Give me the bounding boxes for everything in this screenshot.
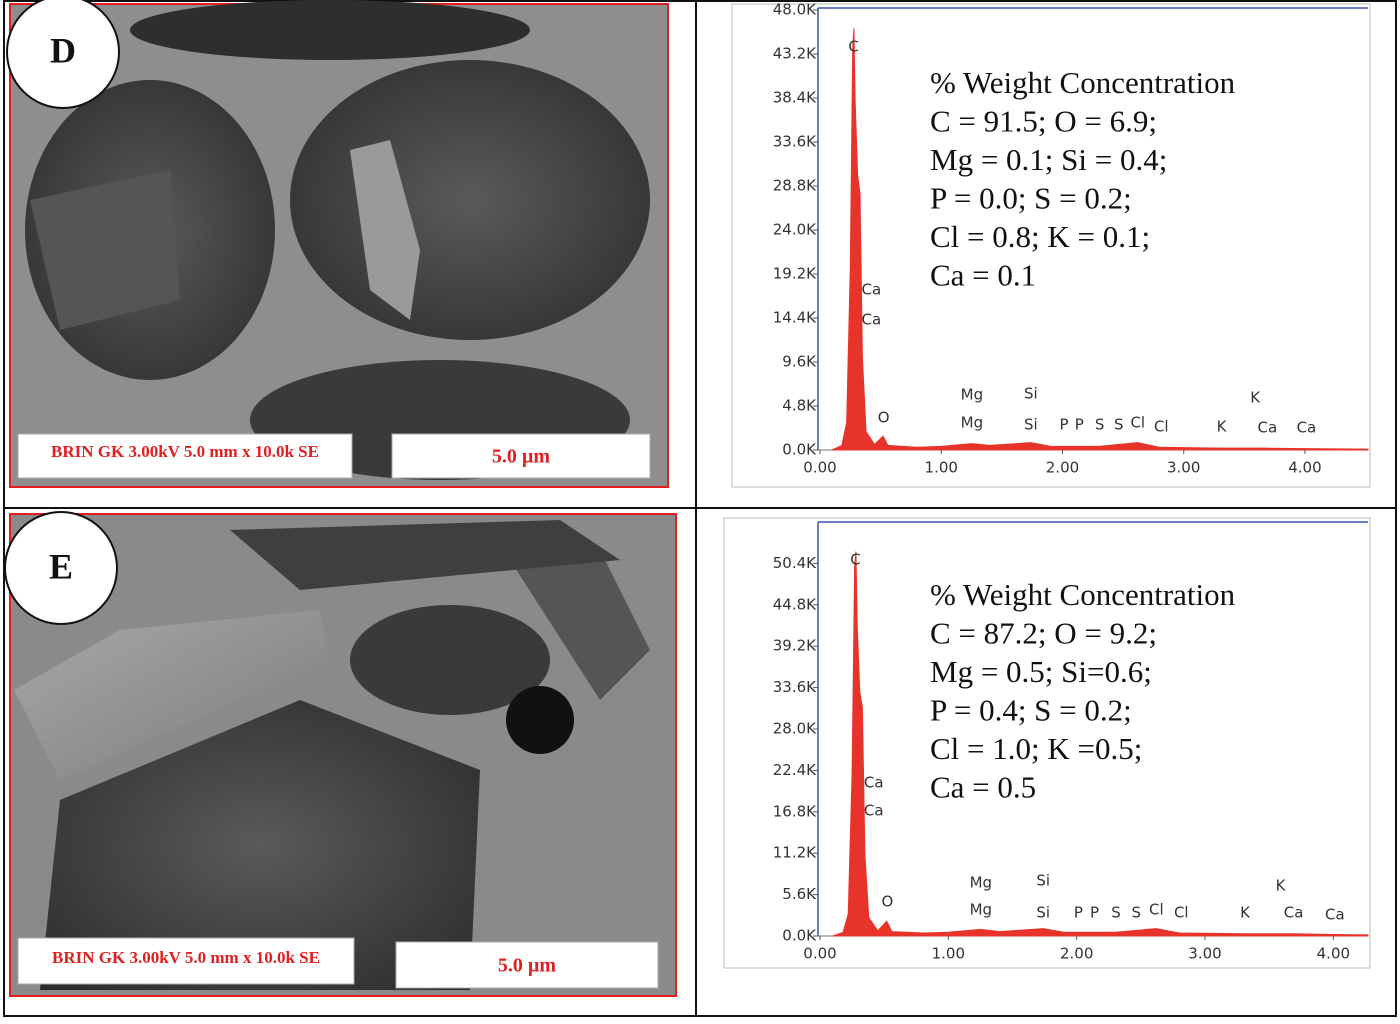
- sem-image: [9, 513, 677, 997]
- y-tick-label: 28.0K: [773, 720, 817, 738]
- chart-frame: [731, 3, 1371, 488]
- peak-label: Ca: [864, 774, 884, 792]
- panel-badge: [6, 0, 120, 109]
- scale-bar-label: 5.0 µm: [492, 446, 551, 468]
- peak-label: C: [850, 551, 860, 569]
- y-tick-label: 44.8K: [773, 595, 817, 613]
- panel-badge: [4, 511, 118, 625]
- concentration-line: P = 0.4; S = 0.2;: [930, 693, 1132, 728]
- y-tick-label: 33.6K: [773, 678, 817, 696]
- sem-image: [9, 0, 669, 488]
- peak-label: Cl: [1174, 904, 1189, 922]
- x-tick-label: 0.00: [803, 945, 836, 963]
- chart-frame: [723, 517, 1371, 969]
- panel-label: E: [49, 546, 73, 586]
- peak-label: Cl: [1149, 901, 1164, 919]
- peak-label: S: [1095, 416, 1105, 434]
- peak-label: Ca: [1284, 904, 1304, 922]
- peak-label: S: [1131, 904, 1141, 922]
- concentration-line: Mg = 0.5; Si=0.6;: [930, 654, 1152, 689]
- panel-label: D: [50, 30, 76, 70]
- scale-box: [395, 941, 659, 989]
- x-tick-label: 2.00: [1060, 945, 1093, 963]
- y-tick-label: 11.2K: [773, 844, 817, 862]
- peak-label: S: [1114, 416, 1124, 434]
- y-tick-label: 38.4K: [773, 89, 817, 107]
- y-tick-label: 50.4K: [773, 554, 817, 572]
- peak-label: Mg: [970, 874, 992, 892]
- peak-label: Si: [1024, 385, 1038, 403]
- y-tick-label: 14.4K: [773, 309, 817, 327]
- concentration-title: % Weight Concentration: [930, 65, 1236, 100]
- y-tick-label: 28.8K: [773, 177, 817, 195]
- peak-label: Ca: [864, 802, 884, 820]
- peak-label: Ca: [1258, 419, 1278, 437]
- concentration-line: Cl = 1.0; K =0.5;: [930, 731, 1142, 766]
- y-tick-label: 39.2K: [773, 637, 817, 655]
- concentration-line: Cl = 0.8; K = 0.1;: [930, 219, 1150, 254]
- y-tick-label: 5.6K: [782, 885, 817, 903]
- peak-label: K: [1276, 877, 1287, 895]
- peak-label: O: [878, 409, 890, 427]
- peak-label: O: [881, 893, 893, 911]
- caption-box: [17, 937, 355, 985]
- peak-label: Mg: [961, 386, 983, 404]
- x-tick-label: 1.00: [932, 945, 965, 963]
- peak-label: P: [1074, 904, 1083, 922]
- spectrum-area: [832, 551, 1369, 937]
- peak-label: Ca: [862, 281, 882, 299]
- concentration-line: Ca = 0.1: [930, 258, 1036, 293]
- y-tick-label: 19.2K: [773, 265, 817, 283]
- scale-box: [391, 433, 651, 479]
- peak-label: Mg: [970, 901, 992, 919]
- peak-label: K: [1217, 418, 1228, 436]
- y-tick-label: 4.8K: [782, 397, 817, 415]
- y-tick-label: 43.2K: [773, 45, 817, 63]
- concentration-line: C = 87.2; O = 9.2;: [930, 616, 1157, 651]
- peak-label: Ca: [1325, 906, 1345, 924]
- peak-label: Ca: [1297, 419, 1317, 437]
- peak-label: Mg: [961, 414, 983, 432]
- concentration-line: P = 0.0; S = 0.2;: [930, 181, 1132, 216]
- x-tick-label: 3.00: [1167, 459, 1200, 477]
- concentration-line: Mg = 0.1; Si = 0.4;: [930, 142, 1167, 177]
- caption-box: [17, 433, 353, 479]
- spectrum-area: [831, 28, 1369, 451]
- y-tick-label: 0.0K: [782, 927, 817, 945]
- y-tick-label: 0.0K: [782, 441, 817, 459]
- peak-label: Cl: [1130, 414, 1145, 432]
- peak-label: P: [1090, 904, 1099, 922]
- x-tick-label: 4.00: [1317, 945, 1350, 963]
- y-tick-label: 9.6K: [782, 353, 817, 371]
- peak-label: P: [1060, 416, 1069, 434]
- x-tick-label: 0.00: [803, 459, 836, 477]
- peak-label: K: [1250, 389, 1261, 407]
- peak-label: Ca: [862, 311, 882, 329]
- peak-label: S: [1111, 904, 1121, 922]
- x-tick-label: 3.00: [1188, 945, 1221, 963]
- concentration-title: % Weight Concentration: [930, 577, 1236, 612]
- y-tick-label: 16.8K: [773, 802, 817, 820]
- peak-label: Si: [1024, 416, 1038, 434]
- peak-label: Si: [1036, 872, 1050, 890]
- concentration-line: C = 91.5; O = 6.9;: [930, 104, 1157, 139]
- peak-label: C: [848, 38, 858, 56]
- sem-caption: BRIN GK 3.00kV 5.0 mm x 10.0k SE: [52, 948, 320, 967]
- y-tick-label: 33.6K: [773, 133, 817, 151]
- concentration-line: Ca = 0.5: [930, 770, 1036, 805]
- y-tick-label: 48.0K: [773, 1, 817, 19]
- peak-label: P: [1075, 416, 1084, 434]
- x-tick-label: 4.00: [1288, 459, 1321, 477]
- y-tick-label: 24.0K: [773, 221, 817, 239]
- peak-label: K: [1240, 904, 1251, 922]
- sem-caption: BRIN GK 3.00kV 5.0 mm x 10.0k SE: [51, 442, 319, 461]
- scale-bar-label: 5.0 µm: [498, 955, 557, 977]
- x-tick-label: 1.00: [925, 459, 958, 477]
- x-tick-label: 2.00: [1046, 459, 1079, 477]
- peak-label: Cl: [1154, 418, 1169, 436]
- peak-label: Si: [1036, 904, 1050, 922]
- y-tick-label: 22.4K: [773, 761, 817, 779]
